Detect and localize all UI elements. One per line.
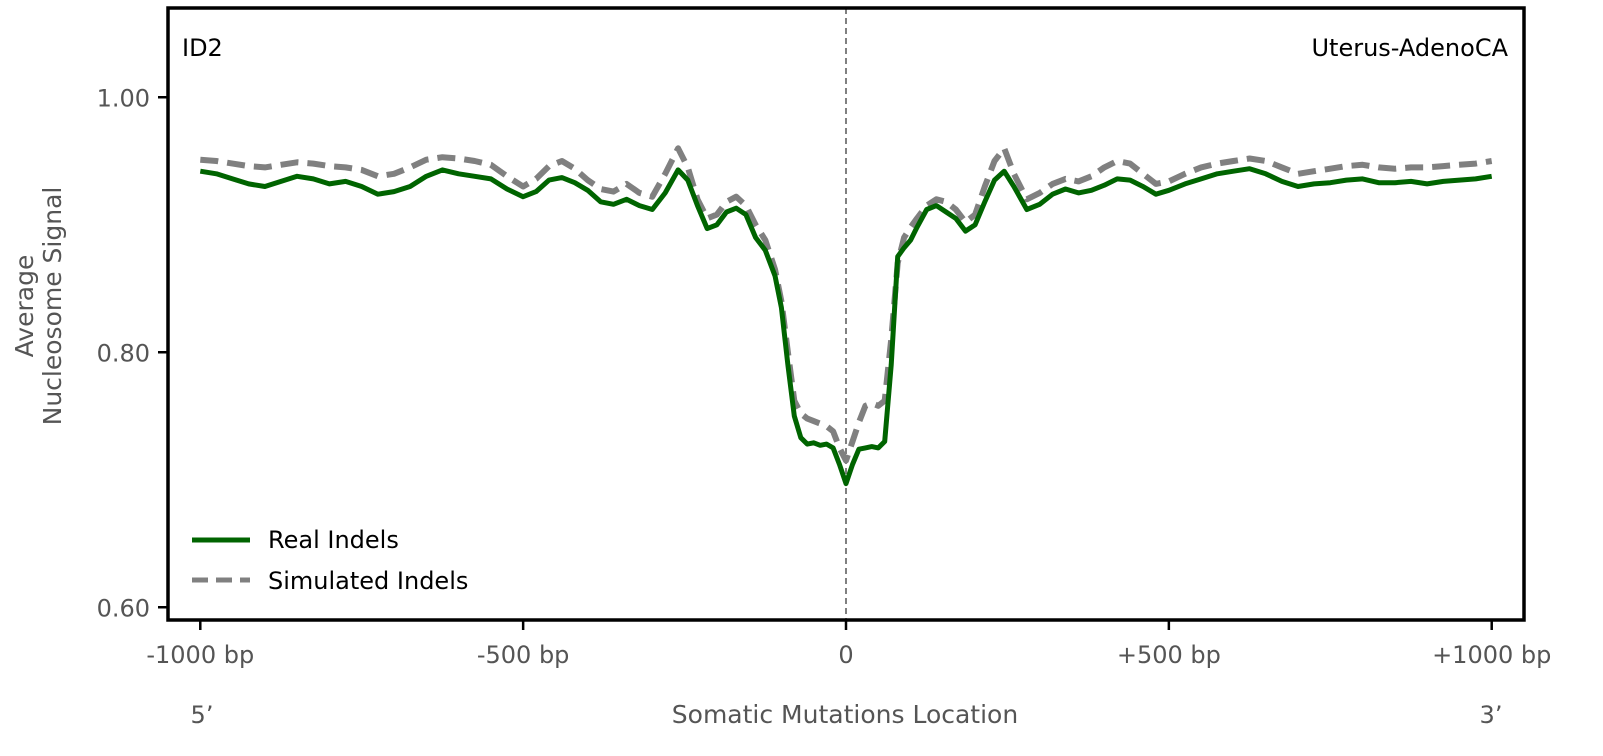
series-line-simulated-indels (200, 145, 1493, 464)
x-axis-title: Somatic Mutations Location (672, 700, 1018, 729)
y-tick-label: 1.00 (97, 84, 150, 112)
x-tick-label: +500 bp (1117, 641, 1221, 669)
y-tick-label: 0.80 (97, 339, 150, 367)
y-tick-label: 0.60 (97, 594, 150, 622)
x-tick-label: -500 bp (477, 641, 570, 669)
x-tick-label: -1000 bp (146, 641, 254, 669)
panel-label: ID2 (182, 34, 223, 62)
x-tick-label: 0 (838, 641, 853, 669)
cancer-type-label: Uterus-AdenoCA (1311, 34, 1508, 62)
x-end-left-label: 5’ (191, 701, 214, 729)
legend-label-simulated: Simulated Indels (268, 567, 468, 595)
y-axis-title-line1: Average (10, 255, 39, 358)
legend-label-real: Real Indels (268, 526, 399, 554)
axis-ticks-layer: -1000 bp -500 bp 0 +500 bp +1000 bp 0.60 0.80 1… (97, 84, 1552, 669)
x-tick-label: +1000 bp (1432, 641, 1551, 669)
plot-lines-layer (199, 8, 1493, 620)
y-axis-title-line2: Nucleosome Signal (38, 187, 67, 426)
series-line-real-indels (199, 166, 1493, 487)
legend: Real Indels Simulated Indels (192, 526, 468, 595)
x-end-right-label: 3’ (1480, 701, 1503, 729)
